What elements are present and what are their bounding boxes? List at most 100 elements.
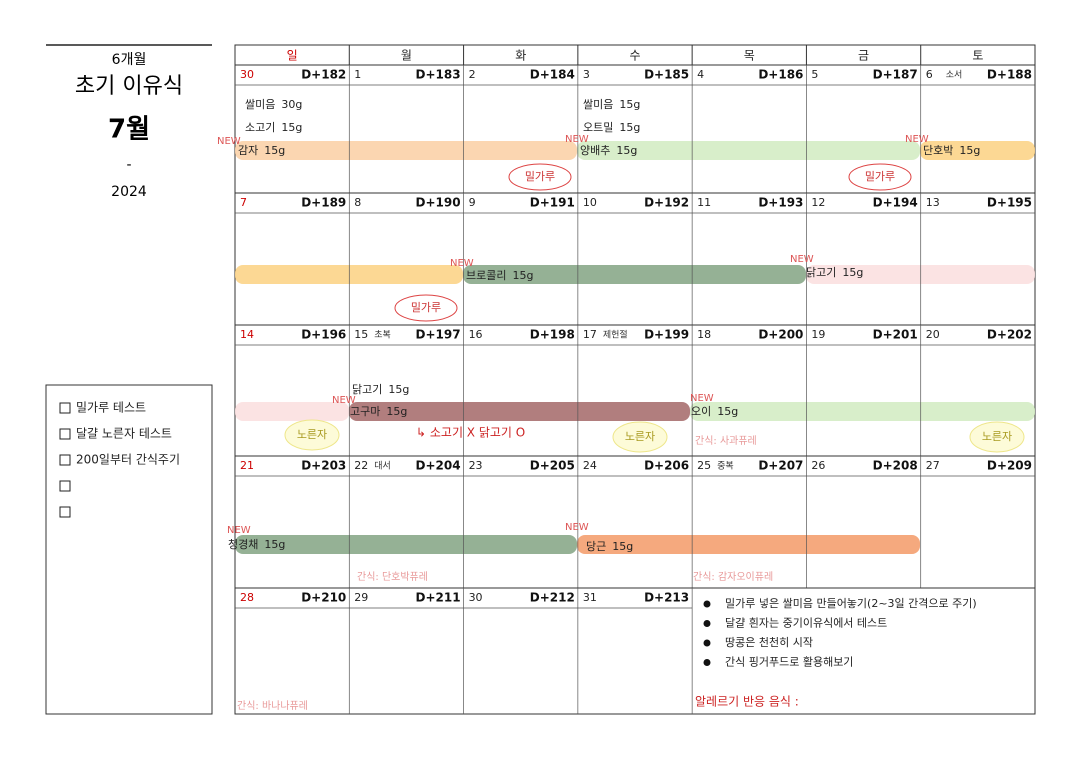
d-day: D+196: [301, 328, 346, 342]
d-day: D+185: [644, 68, 689, 82]
note: 달걀 흰자는 중기이유식에서 테스트: [725, 617, 887, 630]
food-amount: 15g: [959, 144, 980, 157]
holiday: 소서: [946, 70, 963, 81]
food-name: 쌀미음: [245, 98, 275, 111]
date: 20: [926, 328, 940, 341]
date: 13: [926, 196, 940, 209]
d-day: D+189: [301, 196, 346, 210]
food-label: 양배추 15g: [580, 144, 637, 157]
note: 땅콩은 천천히 시작: [725, 635, 813, 649]
food-name: 브로콜리: [466, 269, 506, 282]
food-band: [920, 141, 1035, 160]
d-day: D+191: [530, 196, 575, 210]
checkbox: [59, 428, 71, 440]
date: 16: [469, 328, 483, 341]
date: 24: [583, 459, 597, 472]
date: 18: [697, 328, 711, 341]
sticker: [508, 163, 572, 191]
date: 11: [697, 196, 711, 209]
date: 30: [469, 591, 483, 604]
d-day: D+213: [644, 591, 689, 605]
date: 29: [354, 591, 368, 604]
sticker-label: 밀가루: [865, 170, 895, 183]
sticker: [969, 421, 1025, 453]
date: 4: [697, 68, 704, 81]
d-day: D+187: [873, 68, 918, 82]
date: 21: [240, 459, 254, 472]
date: 28: [240, 591, 254, 604]
new-tag: NEW: [905, 134, 929, 145]
checklist-box: [45, 384, 213, 715]
weekday: 월: [401, 49, 412, 63]
food-label: 단호박 15g: [923, 144, 980, 157]
date: 23: [469, 459, 483, 472]
food-name: 당근: [586, 540, 606, 553]
holiday: 초복: [374, 330, 391, 341]
new-tag: NEW: [690, 393, 714, 404]
food-name: 감자: [238, 144, 258, 157]
d-day: D+204: [415, 459, 460, 473]
d-day: D+210: [301, 591, 346, 605]
date: 2: [469, 68, 476, 81]
date: 12: [811, 196, 825, 209]
snack: 간식: 바나나퓨레: [237, 700, 308, 712]
date: 30: [240, 68, 254, 81]
holiday: 중복: [717, 461, 734, 472]
sticker: [848, 163, 912, 191]
food-amount: 30g: [281, 98, 302, 111]
food-amount: 15g: [717, 405, 738, 418]
calendar-frame: [234, 44, 1036, 715]
bullet: [703, 620, 711, 627]
food-amount: 15g: [281, 121, 302, 134]
d-day: D+206: [644, 459, 689, 473]
checklist-item: 달걀 노른자 테스트: [76, 427, 172, 441]
date: 6: [926, 68, 933, 81]
food-name: 고구마: [350, 405, 380, 418]
d-day: D+192: [644, 196, 689, 210]
food-label: 감자 15g: [238, 144, 285, 157]
food-name: 양배추: [580, 144, 610, 157]
food-name: 닭고기: [352, 383, 382, 396]
food-label: 닭고기 15g: [806, 266, 863, 279]
d-day: D+198: [530, 328, 575, 342]
food-label: 고구마 15g: [350, 405, 407, 418]
new-tag: NEW: [565, 522, 589, 533]
food-name: 오트밀: [583, 121, 613, 134]
d-day: D+199: [644, 328, 689, 342]
d-day: D+201: [873, 328, 918, 342]
age: 6개월: [112, 52, 147, 68]
food-amount: 15g: [842, 266, 863, 279]
snack: 간식: 단호박퓨레: [357, 571, 428, 583]
food-name: 소고기: [245, 121, 275, 134]
d-day: D+188: [987, 68, 1032, 82]
food-label: 오이 15g: [691, 405, 738, 418]
food-amount: 15g: [612, 540, 633, 553]
d-day: D+197: [415, 328, 460, 342]
food-band: [349, 402, 690, 421]
snack: 간식: 감자오이퓨레: [693, 571, 773, 583]
d-day: D+209: [987, 459, 1032, 473]
note: 간식 핑거푸드로 활용해보기: [725, 655, 853, 669]
food-name: 쌀미음: [583, 98, 613, 111]
food-amount: 15g: [264, 538, 285, 551]
food-label: 쌀미음 15g: [583, 98, 640, 111]
d-day: D+200: [758, 328, 803, 342]
weekday: 목: [744, 49, 755, 63]
date: 8: [354, 196, 361, 209]
holiday: 제헌절: [603, 329, 628, 341]
d-day: D+203: [301, 459, 346, 473]
food-amount: 15g: [386, 405, 407, 418]
food-band: [235, 535, 577, 554]
weekday: 토: [972, 49, 983, 63]
date: 27: [926, 459, 940, 472]
sticker-label: 노른자: [982, 430, 1012, 443]
dash: -: [126, 157, 131, 173]
date: 19: [811, 328, 825, 341]
d-day: D+183: [415, 68, 460, 82]
date: 25: [697, 459, 711, 472]
d-day: D+190: [415, 196, 460, 210]
date: 7: [240, 196, 247, 209]
d-day: D+195: [987, 196, 1032, 210]
